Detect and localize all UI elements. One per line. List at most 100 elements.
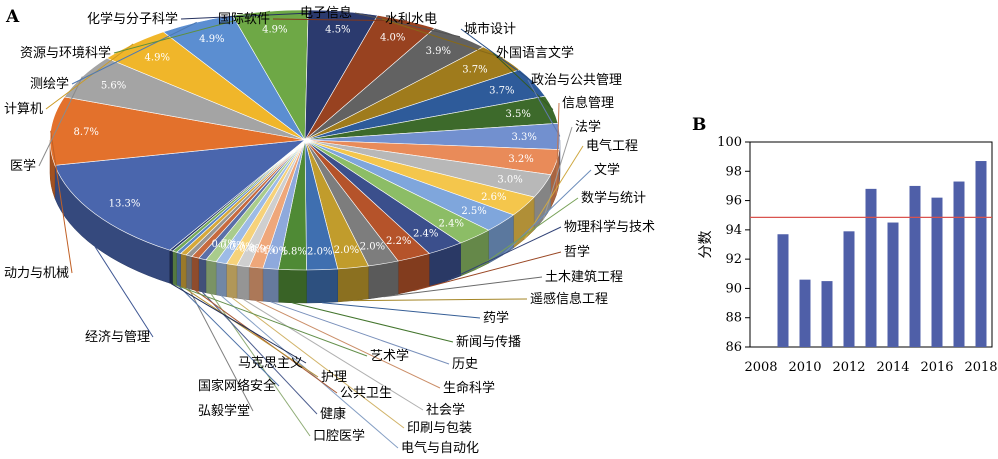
- pie-percent-label: 0.7%: [229, 242, 254, 253]
- pie-percent-labels: 13.3% 8.7% 5.6% 4.9% 4.9% 4.9% 4.5% 4.0% 3.9% 3.7…: [74, 24, 537, 257]
- bar-2013: [865, 188, 877, 347]
- pie-category-label: 电气工程: [586, 138, 638, 154]
- bar-y-tick-label: 88: [725, 311, 742, 326]
- bar-y-tick-label: 100: [717, 135, 742, 150]
- pie-slice-side: [248, 266, 264, 302]
- pie-leader-line: [524, 145, 584, 240]
- bar-2010: [799, 279, 811, 347]
- pie-percent-label: 3.5%: [506, 109, 531, 120]
- pie-slice-side: [226, 263, 238, 299]
- pie-leader-line: [354, 12, 461, 38]
- pie-slice-side: [278, 269, 307, 304]
- pie-slice-side: [180, 253, 187, 289]
- pie-leader-line: [322, 302, 481, 319]
- panel-b-label: B: [692, 115, 706, 135]
- pie-percent-label: 1.8%: [282, 247, 307, 258]
- pie-leader-line: [188, 288, 254, 412]
- pie-percent-label: 3.2%: [508, 154, 533, 165]
- pie-percent-label: 2.0%: [307, 247, 332, 258]
- pie-leader-line: [210, 293, 311, 437]
- pie-leader-line: [527, 79, 561, 137]
- pie-leader-line: [170, 283, 307, 364]
- pie-slice: [169, 139, 306, 252]
- pie-category-label: 物理科学与技术: [564, 219, 655, 235]
- pie-category-label: 医学: [10, 158, 36, 174]
- pie-slice-side: [337, 265, 369, 303]
- pie-category-label: 化学与分子科学: [87, 11, 178, 27]
- pie-percent-label: 8.7%: [74, 127, 99, 138]
- pie-leader-line: [183, 286, 319, 378]
- pie-leader-line: [38, 76, 83, 167]
- pie-leader-line: [71, 21, 197, 85]
- pie-slice-side: [215, 261, 227, 297]
- bar-2011: [821, 281, 833, 347]
- pie-slice-side: [205, 259, 217, 296]
- pie-leader-line: [292, 302, 454, 343]
- bar-2018: [975, 161, 987, 347]
- pie-slice-side: [172, 250, 177, 286]
- bar-x-tick-label: 2016: [920, 360, 953, 375]
- pie-slice-side: [169, 249, 173, 285]
- pie-percent-label: 0.9%: [250, 245, 275, 256]
- bar-x-tick-label: 2014: [876, 360, 909, 375]
- pie-category-label: 外国语言文学: [496, 45, 574, 61]
- pie-slice-side: [262, 267, 279, 303]
- pie-category-label: 经济与管理: [85, 330, 150, 345]
- pie-percent-label: 0.8%: [239, 243, 264, 254]
- pie-leader-line: [492, 52, 554, 110]
- pie-category-label: 国际软件: [218, 12, 270, 27]
- pie-leader-line: [178, 285, 280, 387]
- pie-leader-line: [231, 297, 405, 429]
- pie-category-label: 数学与统计: [581, 190, 646, 206]
- panel-a-label: A: [5, 7, 20, 27]
- pie-percent-label: 1.0%: [263, 246, 288, 257]
- pie-leader-line: [555, 102, 560, 196]
- pie-leader-line: [94, 246, 154, 338]
- pie-leader-line: [180, 10, 344, 20]
- pie-slice-side: [176, 251, 181, 287]
- pie-category-label: 信息管理: [562, 95, 614, 111]
- pie-leader-line: [174, 284, 368, 357]
- pie-leader-line: [381, 18, 503, 59]
- pie-leader-line: [201, 291, 318, 415]
- pie-percent-label: 2.0%: [360, 241, 385, 252]
- pie-percent-label: 3.7%: [489, 86, 514, 97]
- pie-leader-line: [445, 226, 562, 282]
- pie-percent-label: 4.9%: [145, 52, 170, 63]
- pie-category-label: 法学: [575, 119, 601, 135]
- pie-category-label: 哲学: [564, 244, 590, 260]
- pie-leader-line: [413, 251, 562, 292]
- pie-percent-label: 4.9%: [262, 24, 287, 35]
- bar-x-tick-label: 2012: [832, 360, 865, 375]
- pie-leader-line: [272, 18, 407, 22]
- pie-percent-label: 2.2%: [386, 236, 411, 247]
- pie-category-label: 马克思主义: [238, 356, 303, 371]
- pie-category-label: 新闻与传播: [456, 334, 521, 350]
- pie-slice: [54, 139, 306, 251]
- pie-percent-label: 3.9%: [426, 46, 451, 57]
- pie-category-label: 艺术学: [370, 348, 409, 364]
- bar-y-tick-label: 96: [725, 194, 742, 209]
- pie-category-label: 口腔医学: [313, 428, 365, 444]
- bar-y-tick-label: 86: [725, 340, 742, 355]
- pie-category-label: 弘毅学堂: [198, 403, 250, 419]
- pie-category-label: 药学: [483, 310, 509, 326]
- bar-2014: [887, 222, 899, 347]
- pie-category-label: 生命科学: [443, 380, 495, 396]
- pie-leader-line: [474, 197, 579, 271]
- pie-category-label: 国家网络安全: [198, 378, 276, 394]
- pie-category-label: 测绘学: [30, 76, 69, 92]
- pie-category-labels: 经济与管理 动力与机械 医学 计算机 测绘学 资源与环境科学 化学与分子科学 国际软件 电子信息…: [4, 5, 655, 456]
- pie-leader-line: [50, 130, 73, 274]
- pie-percent-label: 0.7%: [211, 239, 236, 250]
- pie-leader-line: [353, 298, 528, 302]
- pie-slice-side: [306, 268, 338, 304]
- pie-category-label: 社会学: [426, 402, 465, 418]
- pie-category-label: 健康: [320, 406, 346, 422]
- pie-percent-label: 2.0%: [334, 245, 359, 256]
- bar-x-tick-label: 2008: [744, 360, 777, 375]
- pie-category-label: 土木建筑工程: [545, 269, 623, 285]
- pie-leader-line: [542, 126, 573, 220]
